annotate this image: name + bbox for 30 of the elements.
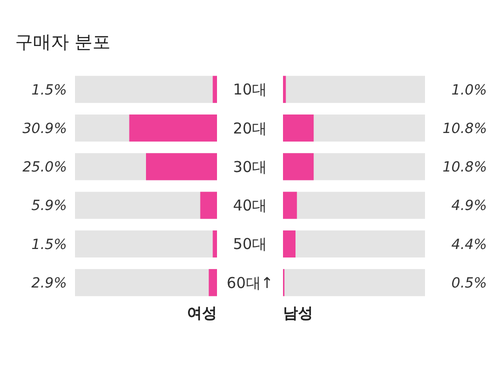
data-label: 5.9%: [31, 198, 67, 214]
bar: [208, 269, 217, 296]
y-tick-label: 10대: [232, 80, 268, 99]
bar: [212, 76, 217, 103]
data-label: 4.4%: [451, 236, 487, 253]
bar: [283, 114, 314, 142]
data-label: 30.9%: [22, 120, 67, 137]
y-tick-label: 60대↑: [226, 274, 274, 292]
series-label: 여성: [187, 304, 217, 322]
chart-title: 구매자 분포: [15, 32, 111, 53]
bar: [200, 192, 217, 219]
y-tick-label: 20대: [232, 119, 268, 138]
data-label: 2.9%: [31, 276, 67, 292]
data-label: 4.9%: [451, 198, 487, 214]
data-label: 1.5%: [31, 82, 67, 98]
bar: [283, 230, 296, 258]
data-label: 0.5%: [451, 276, 487, 292]
data-label: 10.8%: [442, 160, 487, 176]
bar: [212, 230, 217, 258]
series-label: 남성: [283, 304, 313, 322]
data-label: 1.5%: [31, 236, 67, 253]
y-tick-label: 50대: [232, 235, 268, 254]
bar: [283, 76, 286, 103]
y-tick-label: 40대: [232, 196, 268, 215]
data-label: 25.0%: [22, 160, 67, 176]
bar: [283, 192, 297, 219]
y-tick-label: 30대: [232, 158, 268, 176]
data-label: 1.0%: [451, 82, 487, 98]
data-label: 10.8%: [442, 120, 487, 137]
bar: [283, 153, 314, 180]
